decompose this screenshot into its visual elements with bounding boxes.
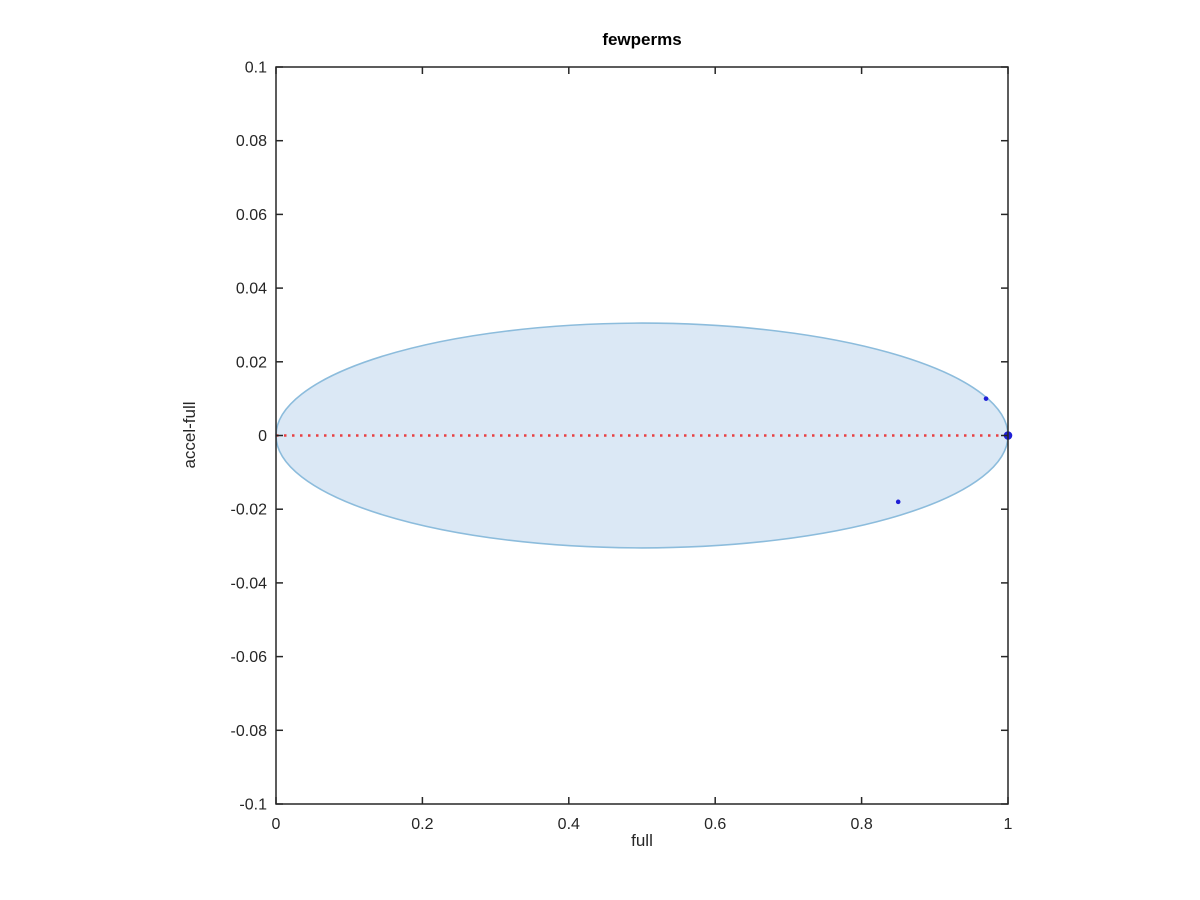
y-tick-label: 0 bbox=[258, 428, 267, 445]
y-tick-label: 0.08 bbox=[236, 133, 267, 150]
x-tick-label: 0.6 bbox=[704, 816, 726, 833]
y-tick-label: 0.02 bbox=[236, 354, 267, 371]
x-tick-label: 1 bbox=[1004, 816, 1013, 833]
y-tick-label: -0.02 bbox=[231, 502, 268, 519]
data-point bbox=[983, 396, 989, 401]
x-tick-label: 0 bbox=[272, 816, 281, 833]
chart-title: fewperms bbox=[602, 30, 682, 49]
x-tick-label: 0.8 bbox=[850, 816, 872, 833]
x-axis-label: full bbox=[631, 831, 653, 850]
y-tick-label: -0.08 bbox=[231, 723, 268, 740]
y-axis-label: accel-full bbox=[180, 401, 199, 469]
data-point bbox=[895, 499, 901, 505]
x-tick-label: 0.4 bbox=[558, 816, 580, 833]
y-tick-label: -0.1 bbox=[239, 797, 267, 814]
y-tick-label: 0.04 bbox=[236, 281, 267, 298]
ellipse-region bbox=[275, 322, 1009, 549]
y-tick-label: 0.1 bbox=[245, 60, 267, 77]
x-tick-label: 0.2 bbox=[411, 816, 433, 833]
y-tick-label: -0.04 bbox=[231, 575, 268, 592]
y-tick-label: 0.06 bbox=[236, 207, 267, 224]
y-tick-label: -0.06 bbox=[231, 649, 268, 666]
